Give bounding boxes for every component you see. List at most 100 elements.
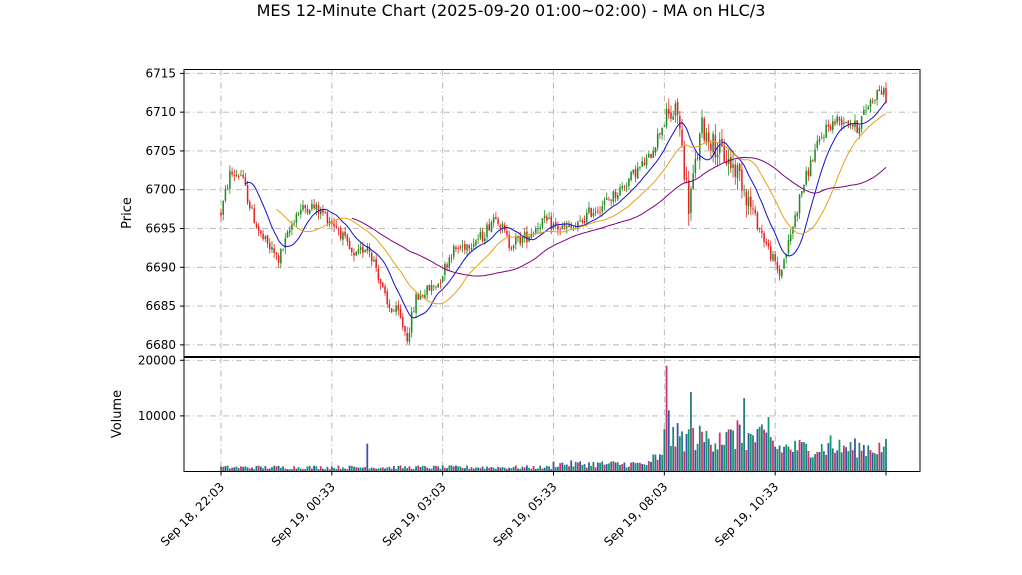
volume-bar: [222, 466, 225, 472]
volume-bar: [426, 467, 429, 472]
candle-body: [284, 238, 287, 249]
candle-body: [836, 116, 839, 123]
volume-bar: [503, 467, 506, 472]
candle-body: [395, 306, 397, 313]
volume-bar: [665, 365, 668, 472]
candle-body: [446, 264, 448, 268]
candle-body: [636, 167, 639, 179]
volume-bar: [335, 469, 338, 472]
candle-body: [557, 225, 559, 230]
volume-bar: [370, 467, 373, 472]
volume-bar: [772, 440, 774, 472]
candle-body: [592, 212, 595, 216]
candle-body: [754, 209, 756, 214]
volume-bar: [328, 469, 331, 472]
candle-body: [566, 226, 568, 228]
candle-body: [628, 178, 630, 187]
volume-bar: [337, 465, 340, 472]
candle-body: [876, 90, 878, 100]
candle-body: [534, 228, 537, 233]
volume-bar: [437, 466, 440, 472]
volume-bar: [488, 467, 491, 472]
volume-bar: [670, 445, 672, 472]
x-tick-label: Sep 19, 05:33: [490, 480, 559, 549]
candle-body: [421, 295, 424, 297]
volume-bar: [579, 461, 581, 472]
volume-bar: [780, 452, 783, 472]
volume-bar: [506, 468, 508, 472]
candle-body: [568, 225, 570, 228]
volume-bar: [364, 467, 366, 472]
volume-bar: [310, 468, 313, 472]
volume-bar: [557, 466, 559, 472]
volume-bar: [293, 466, 296, 472]
candle-body: [847, 120, 850, 125]
volume-bar: [630, 462, 632, 472]
candle-body: [286, 231, 289, 238]
candle-body: [827, 124, 830, 127]
volume-bar: [572, 466, 575, 472]
volume-bar: [614, 462, 617, 472]
volume-bar: [856, 457, 859, 472]
volume-bar: [330, 466, 333, 472]
candle-body: [246, 185, 249, 203]
candle-body: [765, 241, 768, 244]
candle-body: [220, 212, 222, 216]
volume-bars: [220, 365, 887, 472]
volume-bar: [736, 420, 739, 472]
volume-bar: [754, 442, 757, 472]
volume-bar: [667, 410, 670, 472]
volume-bar: [231, 467, 233, 472]
candle-body: [814, 149, 816, 162]
candle-body: [738, 163, 741, 172]
candle-body: [550, 216, 553, 230]
volume-bar: [803, 442, 805, 472]
candle-body: [521, 236, 524, 243]
candle-body: [639, 166, 641, 168]
volume-bar: [776, 448, 779, 472]
candle-body: [470, 247, 473, 250]
price-tick-label: 6685: [145, 299, 176, 313]
candle-body: [579, 220, 581, 221]
volume-bar: [288, 469, 291, 472]
volume-bar: [324, 469, 327, 472]
volume-bar: [565, 464, 568, 472]
candle-body: [501, 223, 504, 228]
candle-body: [315, 204, 318, 210]
candle-body: [441, 276, 444, 282]
candle-body: [632, 169, 635, 174]
volume-bar: [308, 466, 311, 472]
candle-body: [736, 165, 739, 179]
volume-bar: [608, 463, 610, 472]
candle-body: [268, 243, 271, 250]
candle-body: [240, 174, 242, 176]
volume-bar: [501, 467, 504, 472]
volume-bar: [656, 459, 659, 472]
candle-body: [235, 175, 238, 177]
volume-bar: [769, 437, 772, 472]
volume-bar: [521, 466, 524, 472]
candle-body: [699, 133, 701, 161]
candle-body: [404, 326, 406, 332]
price-tick-label: 6690: [145, 260, 176, 274]
volume-bar: [479, 468, 482, 472]
candle-body: [648, 153, 650, 158]
candle-body: [683, 146, 686, 180]
candle-body: [716, 154, 719, 158]
volume-bar: [251, 467, 253, 472]
candle-body: [386, 291, 389, 304]
volume-bar: [299, 468, 302, 472]
volume-bar: [344, 468, 347, 472]
candle-body: [348, 241, 351, 250]
volume-bar: [271, 467, 273, 472]
candle-body: [661, 127, 663, 136]
volume-bar: [268, 468, 271, 472]
volume-bar: [661, 454, 664, 472]
volume-bar: [315, 466, 318, 472]
volume-bar: [756, 429, 759, 472]
candle-body: [605, 198, 608, 200]
volume-tick-label: 10000: [138, 409, 176, 423]
volume-bar: [260, 466, 262, 472]
volume-bar: [838, 439, 841, 472]
candle-body: [410, 311, 413, 333]
